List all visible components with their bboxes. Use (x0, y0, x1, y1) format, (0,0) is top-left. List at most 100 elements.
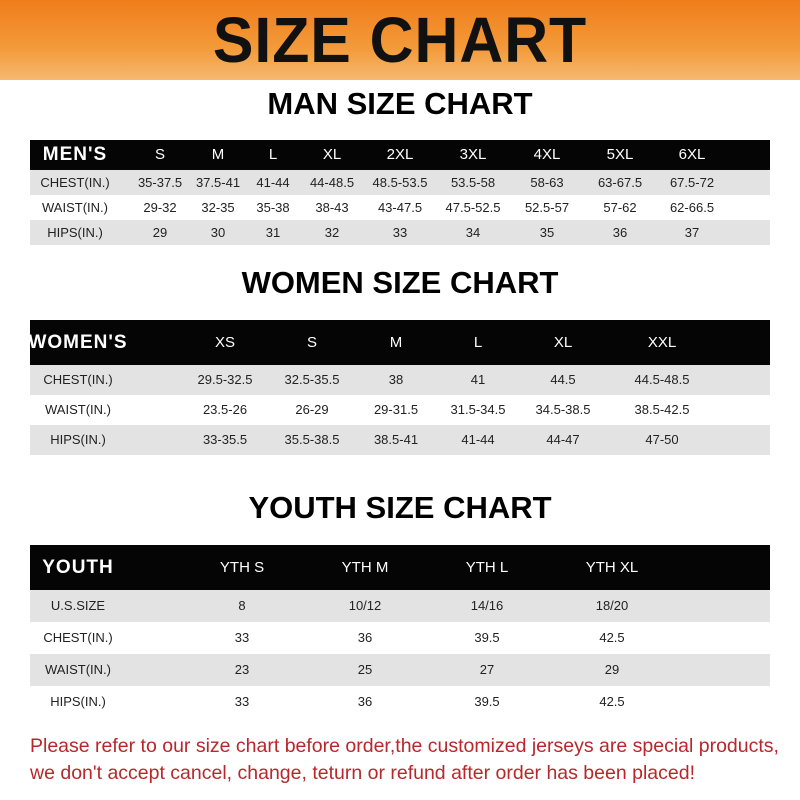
table-title-cell: WOMEN'S (28, 332, 128, 353)
measurement-cell: 29-31.5 (373, 402, 419, 417)
size-header-cell: S (306, 334, 318, 351)
measurement-cell: 29 (152, 225, 168, 240)
measurement-cell: 52.5-57 (524, 200, 570, 215)
size-header-cell: S (154, 146, 166, 163)
size-header-cell: XS (214, 334, 236, 351)
size-header-cell: L (473, 334, 483, 351)
men-header-row: MEN'S S M L XL 2XL 3XL 4XL 5XL 6XL (30, 140, 770, 170)
size-header-cell: 6XL (678, 146, 706, 163)
measurement-cell: 14/16 (470, 598, 504, 613)
row-label: HIPS(IN.) (50, 432, 106, 447)
measurement-cell: 63-67.5 (597, 175, 643, 190)
measurement-cell: 30 (210, 225, 226, 240)
measurement-cell: 36 (612, 225, 628, 240)
size-header-cell: M (211, 146, 225, 163)
row-label: CHEST(IN.) (43, 372, 113, 387)
size-header-cell: YTH M (341, 559, 389, 576)
size-header-cell: 4XL (533, 146, 561, 163)
size-header-cell: 5XL (606, 146, 634, 163)
measurement-cell: 62-66.5 (669, 200, 715, 215)
measurement-cell: 44-48.5 (309, 175, 355, 190)
women-size-table: WOMEN'S XS S M L XL XXL CHEST(IN.) 29.5-32.5 32.5… (28, 320, 770, 455)
women-table-row: HIPS(IN.) 33-35.5 35.5-38.5 38.5-41 41-44 44-… (30, 425, 770, 455)
measurement-cell: 48.5-53.5 (372, 175, 428, 190)
size-header-cell: XL (322, 146, 342, 163)
measurement-cell: 36 (357, 630, 373, 645)
measurement-cell: 36 (357, 694, 373, 709)
measurement-cell: 33 (234, 694, 250, 709)
women-table-row: WAIST(IN.) 23.5-26 26-29 29-31.5 31.5-34.5 34… (30, 395, 770, 425)
row-label: CHEST(IN.) (43, 630, 113, 645)
measurement-cell: 39.5 (474, 694, 500, 709)
banner: SIZE CHART (0, 0, 800, 80)
measurement-cell: 33-35.5 (202, 432, 248, 447)
measurement-cell: 35-37.5 (137, 175, 183, 190)
men-table-row: CHEST(IN.) 35-37.5 37.5-41 41-44 44-48.5 48.5… (30, 170, 770, 195)
youth-table-row: U.S.SIZE 8 10/12 14/16 18/20 (30, 590, 770, 622)
measurement-cell: 42.5 (599, 694, 625, 709)
row-label: WAIST(IN.) (45, 402, 111, 417)
row-label: WAIST(IN.) (42, 200, 108, 215)
youth-size-table: YOUTH YTH S YTH M YTH L YTH XL U.S.SIZE 8 10/12… (30, 545, 770, 718)
measurement-cell: 44-47 (546, 432, 580, 447)
measurement-cell: 42.5 (599, 630, 625, 645)
women-table-row: CHEST(IN.) 29.5-32.5 32.5-35.5 38 41 44.5 44.5… (30, 365, 770, 395)
measurement-cell: 58-63 (530, 175, 564, 190)
measurement-cell: 38.5-42.5 (634, 402, 690, 417)
measurement-cell: 41 (470, 372, 486, 387)
measurement-cell: 37.5-41 (195, 175, 241, 190)
table-title-cell: YOUTH (42, 557, 114, 578)
measurement-cell: 10/12 (348, 598, 382, 613)
measurement-cell: 43-47.5 (377, 200, 423, 215)
measurement-cell: 41-44 (461, 432, 495, 447)
notice-line-2: we don't accept cancel, change, teturn o… (30, 762, 695, 784)
measurement-cell: 26-29 (295, 402, 329, 417)
youth-table-row: CHEST(IN.) 33 36 39.5 42.5 (30, 622, 770, 654)
youth-section-title: YOUTH SIZE CHART (248, 490, 552, 525)
measurement-cell: 35 (539, 225, 555, 240)
measurement-cell: 47-50 (645, 432, 679, 447)
measurement-cell: 31 (265, 225, 281, 240)
measurement-cell: 8 (238, 598, 246, 613)
measurement-cell: 47.5-52.5 (445, 200, 501, 215)
measurement-cell: 67.5-72 (669, 175, 715, 190)
row-label: WAIST(IN.) (45, 662, 111, 677)
measurement-cell: 44.5-48.5 (634, 372, 690, 387)
men-size-table: MEN'S S M L XL 2XL 3XL 4XL 5XL 6XL CHEST(IN.) 35-37… (30, 140, 770, 245)
measurement-cell: 29 (604, 662, 620, 677)
women-section-title: WOMEN SIZE CHART (241, 265, 559, 300)
measurement-cell: 32.5-35.5 (284, 372, 340, 387)
size-header-cell: YTH S (219, 559, 265, 576)
measurement-cell: 29.5-32.5 (197, 372, 253, 387)
notice-text: Please refer to our size chart before or… (30, 733, 790, 787)
measurement-cell: 34 (465, 225, 481, 240)
measurement-cell: 23.5-26 (202, 402, 248, 417)
size-header-cell: XL (553, 334, 573, 351)
row-label: U.S.SIZE (50, 598, 106, 613)
measurement-cell: 31.5-34.5 (450, 402, 506, 417)
size-header-cell: L (268, 146, 278, 163)
notice-line-1: Please refer to our size chart before or… (30, 735, 779, 757)
measurement-cell: 37 (684, 225, 700, 240)
size-header-cell: YTH XL (585, 559, 639, 576)
row-label: CHEST(IN.) (40, 175, 110, 190)
measurement-cell: 18/20 (595, 598, 629, 613)
measurement-cell: 57-62 (603, 200, 637, 215)
measurement-cell: 35.5-38.5 (284, 432, 340, 447)
measurement-cell: 35-38 (256, 200, 290, 215)
measurement-cell: 44.5 (550, 372, 576, 387)
measurement-cell: 33 (234, 630, 250, 645)
women-header-row: WOMEN'S XS S M L XL XXL (28, 320, 770, 365)
measurement-cell: 38 (388, 372, 404, 387)
measurement-cell: 53.5-58 (450, 175, 496, 190)
youth-table-row: HIPS(IN.) 33 36 39.5 42.5 (30, 686, 770, 718)
size-header-cell: XXL (647, 334, 677, 351)
row-label: HIPS(IN.) (50, 694, 106, 709)
measurement-cell: 32 (324, 225, 340, 240)
measurement-cell: 38.5-41 (373, 432, 419, 447)
measurement-cell: 38-43 (315, 200, 349, 215)
measurement-cell: 33 (392, 225, 408, 240)
banner-title: SIZE CHART (212, 4, 588, 76)
youth-table-row: WAIST(IN.) 23 25 27 29 (30, 654, 770, 686)
measurement-cell: 41-44 (256, 175, 290, 190)
